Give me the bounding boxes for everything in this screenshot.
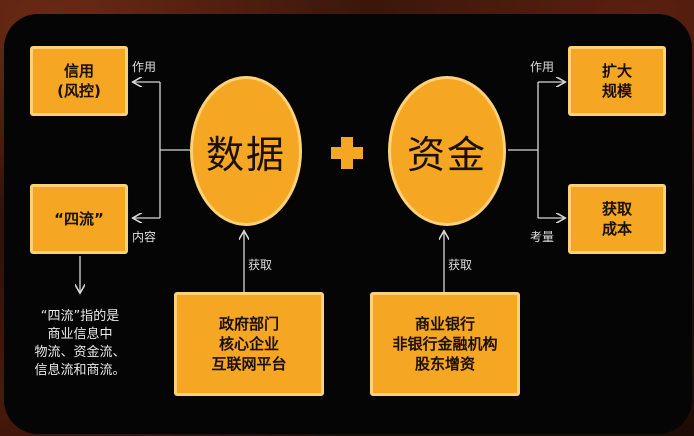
cost-box: 获取 成本: [568, 184, 666, 254]
note-line1: “四流”指的是: [40, 309, 120, 324]
acquire-label-right: 获取: [448, 258, 473, 272]
role-label-right: 作用: [530, 60, 555, 74]
bank-box: 商业银行 非银行金融机构 股东增资: [370, 292, 520, 396]
cost-box-line2: 成本: [601, 220, 632, 238]
data-circle: 数据: [190, 76, 302, 226]
gov-box: 政府部门 核心企业 互联网平台: [174, 292, 324, 396]
four-flows-note: “四流”指的是 商业信息中 物流、资金流、 信息流和商流。: [22, 308, 138, 380]
plus-icon: [331, 137, 363, 169]
note-line2: 商业信息中: [47, 327, 113, 342]
acquire-label-left: 获取: [248, 258, 273, 272]
bank-box-line3: 股东增资: [414, 355, 475, 373]
expand-box-line1: 扩大: [601, 62, 632, 80]
expand-box: 扩大 规模: [568, 46, 666, 116]
credit-box: 信用 (风控): [30, 46, 128, 116]
role-label-left: 作用: [132, 60, 157, 74]
gov-box-line1: 政府部门: [218, 315, 279, 333]
bank-box-line1: 商业银行: [414, 315, 475, 333]
capital-circle: 资金: [388, 76, 506, 226]
cost-box-line1: 获取: [601, 200, 632, 218]
bank-box-line2: 非银行金融机构: [392, 335, 498, 353]
credit-box-line1: 信用: [63, 62, 94, 80]
note-line4: 信息流和商流。: [34, 363, 126, 378]
capital-circle-label: 资金: [406, 132, 487, 177]
gov-box-line2: 核心企业: [218, 335, 279, 353]
consider-label: 考量: [530, 230, 555, 244]
note-line3: 物流、资金流、: [34, 345, 126, 360]
gov-box-line3: 互联网平台: [211, 355, 287, 373]
four-flows-box: “四流”: [30, 184, 128, 254]
content-label: 内容: [132, 230, 157, 244]
credit-box-line2: (风控): [57, 82, 101, 100]
four-flows-label: “四流”: [54, 210, 104, 228]
data-circle-label: 数据: [205, 132, 286, 177]
expand-box-line2: 规模: [601, 82, 632, 100]
